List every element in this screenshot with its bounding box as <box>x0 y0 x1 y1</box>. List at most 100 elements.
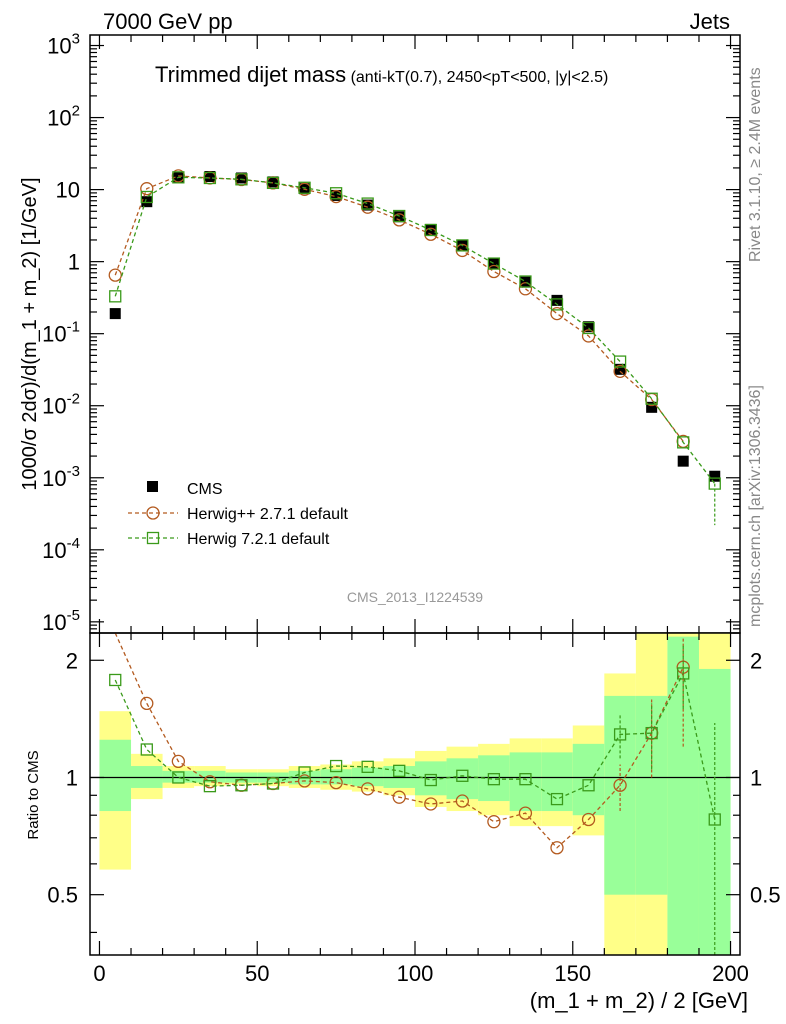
x-tick-label-0: 0 <box>93 961 105 986</box>
main-point-s0-8 <box>362 199 374 211</box>
ratio-point-s0-13 <box>518 806 533 820</box>
main-point-s2-17 <box>645 392 658 405</box>
main-ytick-label-6: 10 <box>56 178 80 203</box>
ratio-point-s0-6 <box>297 774 312 788</box>
main-point-s1-16 <box>613 364 627 379</box>
ratio-point-s1-9 <box>393 764 406 777</box>
x-axis-label: (m_1 + m_2) / 2 [GeV] <box>530 988 748 1013</box>
ratio-point-s0-7 <box>329 775 343 790</box>
main-ytick-label-1: 10-4 <box>42 535 80 563</box>
main-panel: 10-5 10-4 10-3 10-2 10-1 1 10 102 103 Trimmed di… <box>19 31 741 635</box>
main-point-s0-14 <box>551 294 563 306</box>
ratio-stat-band-13 <box>509 752 542 812</box>
legend-herwigpp-marker <box>146 506 160 520</box>
main-plot-content <box>108 169 721 526</box>
ratio-point-s0-15 <box>581 812 596 827</box>
ratio-point-s1-16 <box>613 728 627 741</box>
ratio-point-s1-0 <box>109 673 122 687</box>
main-point-s0-1 <box>141 196 153 208</box>
mcplots-label: mcplots.cern.ch [arXiv:1306.3436] <box>747 385 764 627</box>
main-point-s2-0 <box>109 290 122 303</box>
main-point-s2-5 <box>266 176 280 190</box>
x-tick-label-2: 100 <box>397 961 434 986</box>
main-series-line-2 <box>114 176 716 484</box>
plot-title-sub: (anti-kT(0.7), 2450<pT<500, |y|<2.5) <box>351 69 609 86</box>
ratio-point-s1-14 <box>550 792 564 806</box>
main-point-s2-10 <box>424 223 437 237</box>
legend: CMS Herwig++ 2.7.1 default Herwig 7.2.1 … <box>128 481 349 548</box>
main-point-s2-14 <box>550 298 564 311</box>
legend-herwigpp-label: Herwig++ 2.7.1 default <box>187 506 349 523</box>
main-point-s0-17 <box>646 401 658 413</box>
main-ytick-label-5: 1 <box>68 250 80 275</box>
main-point-s2-13 <box>519 275 532 288</box>
legend-cms-label: CMS <box>187 481 223 498</box>
ratio-point-s1-1 <box>140 743 153 756</box>
ratio-stat-band-2 <box>162 770 195 783</box>
ratio-point-s1-12 <box>487 773 501 786</box>
ratio-series-line-0 <box>114 632 684 849</box>
main-point-s0-4 <box>235 172 247 184</box>
ratio-point-s1-8 <box>361 760 374 773</box>
ratio-ytick-label-right-2: 2 <box>750 648 762 673</box>
main-ytick-label-4: 10-1 <box>42 319 80 347</box>
main-ytick-label-3: 10-2 <box>42 391 80 419</box>
main-point-s2-8 <box>361 197 374 210</box>
main-ytick-label-2: 10-3 <box>42 463 80 491</box>
ratio-stat-band-0 <box>99 739 132 812</box>
header-left: 7000 GeV pp <box>103 9 233 34</box>
header-right: Jets <box>690 9 730 34</box>
ratio-point-s1-6 <box>298 766 311 779</box>
main-point-s1-0 <box>108 268 122 282</box>
ratio-ytick-label-left-0: 0.5 <box>47 883 78 908</box>
legend-cms-marker <box>147 481 158 492</box>
main-point-s0-13 <box>519 276 531 288</box>
main-point-s2-9 <box>393 209 406 223</box>
ratio-plot-content <box>90 632 740 955</box>
main-point-s0-16 <box>614 363 626 375</box>
x-tick-label-1: 50 <box>245 961 269 986</box>
ratio-stat-band-14 <box>541 752 573 812</box>
ratio-ytick-label-left-1: 1 <box>66 765 78 790</box>
x-tick-label-3: 150 <box>554 961 591 986</box>
ratio-stat-band-11 <box>446 758 479 800</box>
ratio-y-ticks: 0.5 0.5 1 1 2 2 <box>47 648 781 934</box>
ratio-stat-band-3 <box>194 770 226 783</box>
ratio-point-s1-2 <box>172 771 185 784</box>
main-point-s2-16 <box>613 355 627 368</box>
main-ytick-label-0: 10-5 <box>42 607 80 635</box>
ratio-point-s0-2 <box>171 754 185 769</box>
ratio-point-s1-3 <box>203 780 217 793</box>
main-series-line-1 <box>114 175 684 442</box>
main-point-s1-15 <box>581 329 596 343</box>
ratio-point-s0-11 <box>455 794 469 808</box>
main-y-axis-label: 1000/σ 2dσ)/d(m_1 + m_2) [1/GeV] <box>19 177 41 490</box>
main-point-s0-15 <box>583 321 595 333</box>
main-x-ticks <box>98 35 732 633</box>
legend-herwig7-marker <box>146 531 160 545</box>
main-point-s1-14 <box>550 306 564 321</box>
main-ytick-label-7: 102 <box>47 103 80 131</box>
plot-title-main: Trimmed dijet mass <box>155 62 346 87</box>
ratio-point-s1-5 <box>266 777 280 790</box>
main-point-s0-9 <box>393 211 405 223</box>
ratio-ytick-label-right-0: 0.5 <box>750 883 781 908</box>
main-point-s0-19 <box>709 470 721 482</box>
ratio-point-s1-7 <box>329 759 343 773</box>
ratio-point-s1-13 <box>519 773 532 786</box>
rivet-version-label: Rivet 3.1.10, ≥ 2.4M events <box>747 67 764 262</box>
main-y-ticks: 10-5 10-4 10-3 10-2 10-1 1 10 102 103 <box>42 31 740 635</box>
main-point-s2-12 <box>487 257 501 270</box>
x-tick-label-4: 200 <box>712 961 749 986</box>
ratio-point-s0-1 <box>140 696 154 711</box>
main-point-s1-13 <box>518 282 533 296</box>
main-point-s2-3 <box>203 171 217 185</box>
main-point-s0-18 <box>677 455 689 467</box>
main-point-s0-0 <box>109 308 121 320</box>
main-point-s0-3 <box>204 171 216 183</box>
main-point-s2-6 <box>298 181 311 194</box>
ratio-point-s0-10 <box>424 797 438 811</box>
main-point-s2-7 <box>329 187 343 200</box>
main-point-s1-12 <box>487 264 501 279</box>
